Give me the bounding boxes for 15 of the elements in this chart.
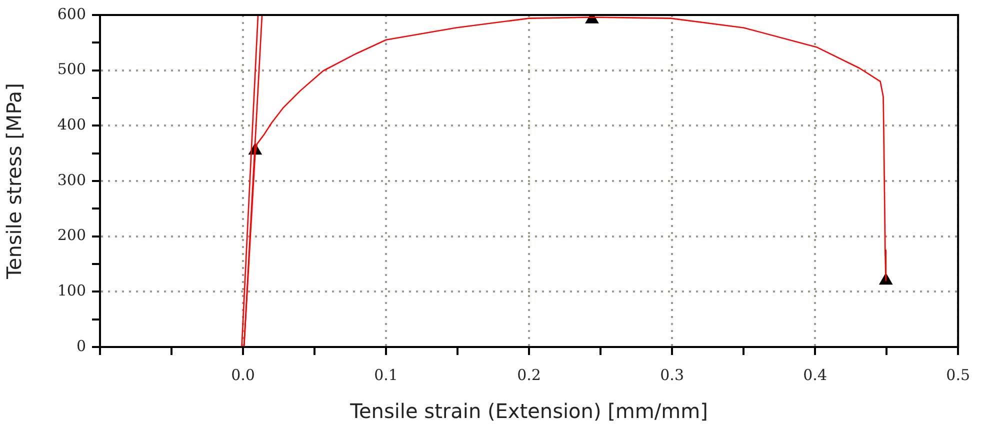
y-tick-label: 600 <box>57 4 86 23</box>
x-tick-label: 0.4 <box>803 366 827 384</box>
y-tick-label: 500 <box>57 60 86 78</box>
x-tick-label: 0.2 <box>517 366 541 384</box>
y-tick-label: 400 <box>57 116 86 134</box>
y-tick-label: 300 <box>57 170 86 189</box>
y-tick-label: 100 <box>57 282 86 300</box>
y-axis-title: Tensile stress [MPa] <box>2 83 26 280</box>
x-tick-label: 0.1 <box>374 366 398 384</box>
x-tick-label: 0.5 <box>946 366 970 384</box>
x-tick-label: 0.0 <box>231 366 255 384</box>
x-axis-title: Tensile strain (Extension) [mm/mm] <box>349 399 708 424</box>
y-tick-label: 200 <box>57 226 86 244</box>
y-tick-label: 0 <box>76 336 86 355</box>
x-tick-label: 0.3 <box>660 366 684 384</box>
